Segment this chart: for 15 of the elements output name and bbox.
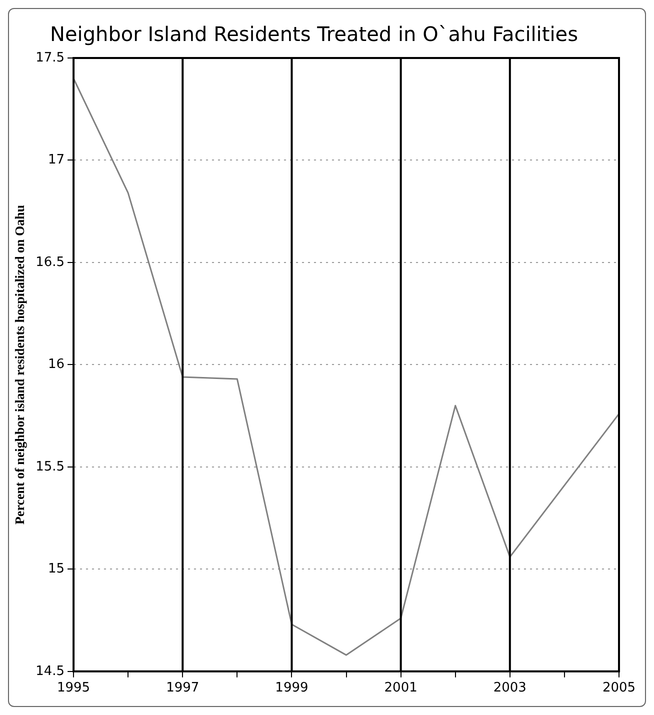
x-tick-label: 2005	[602, 680, 636, 696]
x-tick-label: 1999	[275, 680, 308, 696]
x-tick-label: 1995	[57, 680, 90, 696]
y-tick-label: 16	[48, 357, 65, 372]
chart-title: Neighbor Island Residents Treated in O`ahu Facilities	[50, 22, 578, 46]
x-tick-label: 2003	[493, 680, 526, 696]
y-tick-label: 17	[48, 152, 65, 168]
y-axis-title: Percent of neighbor island residents hospitalized on Oahu	[12, 204, 28, 525]
y-tick-label: 17.5	[36, 50, 65, 66]
y-tick-label: 16.5	[36, 254, 65, 270]
y-tick-label: 15.5	[36, 459, 65, 474]
y-tick-label: 15	[48, 562, 65, 577]
x-tick-label: 1997	[166, 680, 200, 696]
y-tick-label: 14.5	[36, 664, 65, 679]
x-tick-label: 2001	[384, 680, 418, 696]
